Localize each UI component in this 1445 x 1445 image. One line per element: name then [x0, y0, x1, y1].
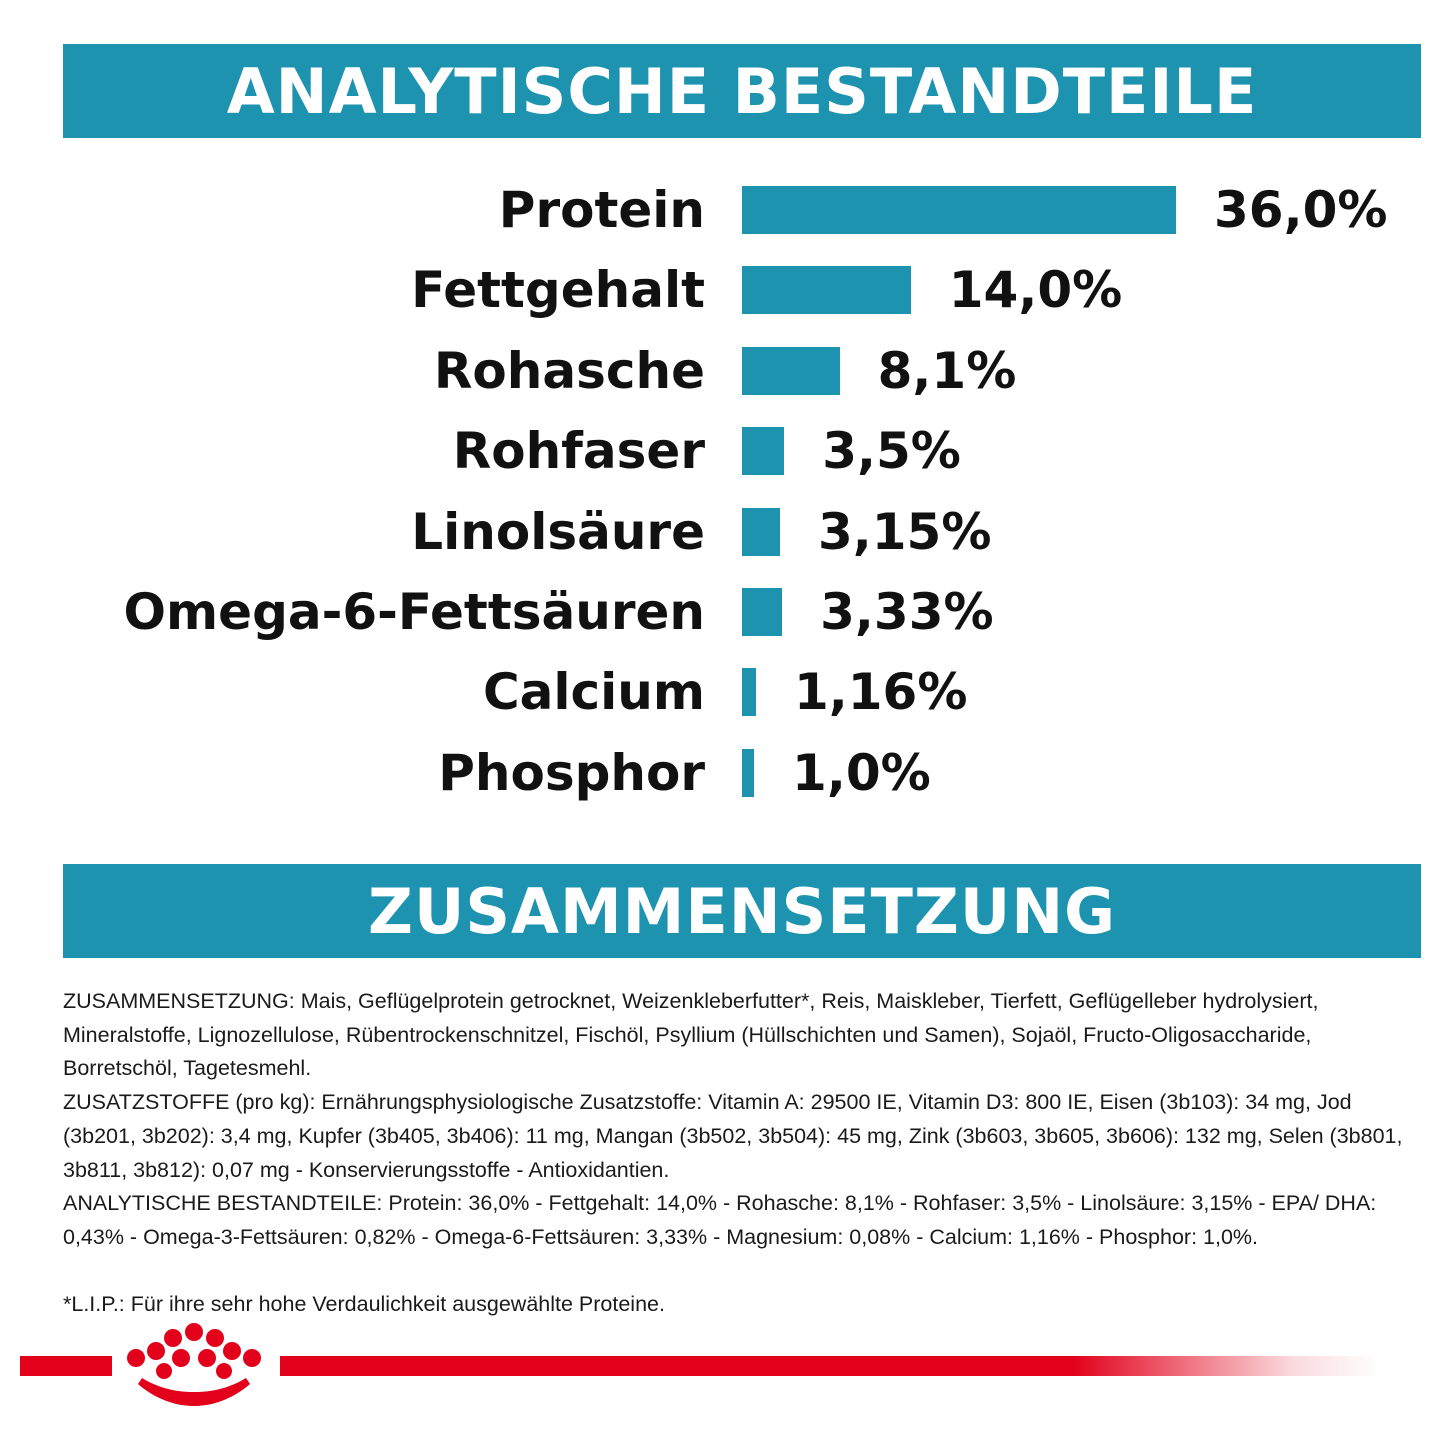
bar-label: Rohasche — [433, 341, 705, 400]
bar-value-label: 3,5% — [822, 422, 961, 481]
crown-icon — [127, 1323, 261, 1406]
bar-label: Calcium — [482, 663, 705, 722]
additives-paragraph: ZUSATZSTOFFE (pro kg): Ernährungsphysiol… — [63, 1090, 1403, 1182]
bar-chart: Protein 36,0% Fettgehalt 14,0% Rohasche 8,1% R… — [123, 181, 1388, 802]
composition-text: ZUSAMMENSETZUNG: Mais, Geflügelprotein g… — [63, 985, 1423, 1255]
analytical-paragraph: ANALYTISCHE BESTANDTEILE: Protein: 36,0%… — [63, 1191, 1377, 1249]
bar-label: Phosphor — [438, 743, 705, 802]
footnote: *L.I.P.: Für ihre sehr hohe Verdaulichke… — [63, 1292, 665, 1316]
header-banner-zusammensetzung: ZUSAMMENSETZUNG — [63, 864, 1421, 958]
bar — [742, 186, 1176, 234]
bar-label: Omega-6-Fettsäuren — [123, 583, 705, 641]
bar-value-label: 14,0% — [948, 261, 1123, 320]
bar-value-label: 3,33% — [820, 583, 994, 641]
composition-paragraph: ZUSAMMENSETZUNG: Mais, Geflügelprotein g… — [63, 989, 1319, 1081]
section-title: ZUSAMMENSETZUNG — [368, 874, 1116, 948]
bar-label: Protein — [498, 181, 705, 239]
bar — [742, 507, 780, 556]
bar-label: Linolsäure — [411, 502, 705, 561]
bar-value-label: 1,0% — [792, 743, 931, 802]
brand-line-left — [20, 1356, 112, 1376]
bar-value-label: 36,0% — [1214, 181, 1388, 239]
bar-label: Rohfaser — [452, 422, 705, 481]
bar-value-label: 8,1% — [877, 341, 1017, 400]
bar — [742, 588, 783, 636]
section-title: ANALYTISCHE BESTANDTEILE — [226, 54, 1258, 128]
bar — [742, 266, 911, 315]
bar — [742, 346, 840, 395]
header-banner-analytische: ANALYTISCHE BESTANDTEILE — [63, 44, 1421, 138]
bar-label: Fettgehalt — [411, 261, 705, 320]
bar-value-label: 3,15% — [817, 502, 992, 561]
bar — [742, 668, 756, 717]
bar — [742, 748, 755, 797]
bar — [742, 427, 785, 476]
brand-line-right — [280, 1356, 1380, 1376]
bar-value-label: 1,16% — [793, 663, 968, 722]
